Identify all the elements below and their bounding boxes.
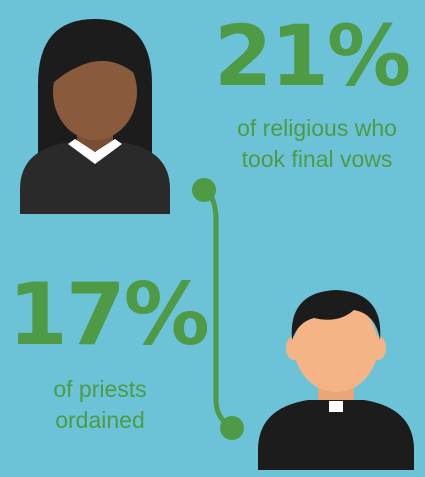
connector-line-icon — [192, 178, 244, 440]
stat-value-priests: 17% — [8, 265, 210, 365]
stat-value-religious: 21% — [214, 7, 411, 105]
caption-line: took final vows — [241, 146, 393, 172]
caption-line: of religious who — [237, 115, 397, 141]
priest-icon — [258, 290, 414, 470]
stat-caption-religious: of religious who took final vows — [212, 113, 422, 175]
caption-line: ordained — [55, 407, 145, 433]
stat-caption-priests: of priests ordained — [20, 374, 180, 436]
caption-line: of priests — [53, 376, 147, 402]
religious-sister-icon — [20, 19, 170, 214]
